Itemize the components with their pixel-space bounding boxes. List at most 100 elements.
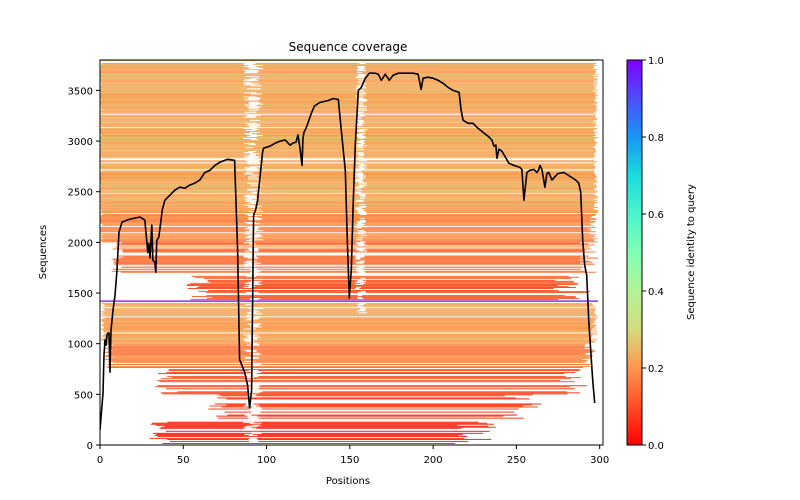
coverage-row [113, 261, 593, 263]
coverage-gap [360, 277, 366, 279]
coverage-row [100, 166, 596, 168]
coverage-row [118, 255, 589, 257]
coverage-gap [356, 199, 365, 201]
coverage-row [224, 411, 514, 413]
coverage-row [101, 92, 597, 94]
coverage-gap [246, 275, 257, 277]
x-axis-label: Positions [326, 476, 370, 487]
coverage-gap [250, 352, 260, 354]
coverage-gap [248, 230, 264, 232]
coverage-row [207, 289, 559, 291]
coverage-row [100, 199, 598, 201]
coverage-gap [244, 267, 256, 269]
coverage-gap [358, 79, 365, 81]
coverage-gap [245, 368, 256, 370]
coverage-row [212, 297, 577, 299]
coverage-row [100, 233, 591, 235]
y-axis-label: Sequences [38, 225, 49, 280]
coverage-row [198, 291, 591, 293]
coverage-row [100, 118, 598, 120]
coverage-gap [358, 193, 366, 195]
coverage-gap [246, 199, 258, 201]
coverage-gap [246, 106, 261, 108]
coverage-gap [357, 223, 362, 225]
coverage-row [100, 96, 596, 98]
coverage-gap [358, 292, 367, 294]
coverage-row [100, 85, 597, 87]
coverage-row [158, 373, 565, 375]
coverage-row [111, 270, 587, 272]
coverage-row [101, 99, 594, 101]
coverage-row [107, 363, 591, 365]
coverage-row [101, 65, 596, 67]
coverage-gap [250, 78, 260, 80]
coverage-gap [248, 388, 259, 390]
coverage-row [103, 309, 596, 311]
coverage-gap [244, 99, 259, 101]
coverage-row [207, 279, 555, 281]
coverage-row [104, 336, 592, 338]
coverage-row [100, 221, 596, 223]
coverage-row [100, 119, 594, 121]
coverage-gap [357, 181, 365, 183]
coverage-gap [355, 252, 362, 254]
coverage-row [100, 135, 594, 137]
coverage-gap [358, 274, 367, 276]
coverage-row [101, 78, 597, 80]
coverage-row [100, 103, 594, 105]
coverage-gap [355, 242, 365, 244]
coverage-gap [355, 112, 362, 114]
coverage-gap [358, 182, 367, 184]
coverage-gap [356, 97, 363, 99]
coverage-gap [250, 134, 263, 136]
coverage-row [100, 123, 596, 125]
coverage-gap [244, 426, 252, 428]
coverage-gap [355, 88, 361, 90]
coverage-gap [356, 122, 363, 124]
coverage-gap [357, 310, 366, 312]
coverage-gap [244, 155, 256, 157]
coverage-gap [355, 224, 365, 226]
coverage-row [100, 152, 595, 154]
coverage-row [100, 75, 594, 77]
coverage-row [100, 182, 595, 184]
coverage-gap [355, 180, 363, 182]
coverage-gap [245, 228, 259, 230]
coverage-row [112, 356, 589, 358]
colorbar-label: Sequence identity to query [686, 184, 697, 320]
coverage-row [107, 365, 591, 367]
coverage-row [100, 151, 596, 153]
coverage-row [100, 165, 596, 167]
coverage-row [102, 320, 595, 322]
coverage-gap [246, 115, 256, 117]
coverage-row [169, 440, 468, 442]
coverage-gap [250, 420, 259, 422]
coverage-gap [251, 269, 261, 271]
coverage-row [107, 360, 587, 362]
coverage-row [109, 346, 592, 348]
coverage-gap [247, 161, 260, 163]
coverage-row [100, 130, 594, 132]
coverage-gap [244, 233, 251, 235]
coverage-gap [246, 168, 259, 170]
coverage-gap [244, 247, 255, 249]
coverage-row [100, 217, 592, 219]
coverage-gap [359, 177, 366, 179]
coverage-row [100, 102, 598, 104]
coverage-gap [248, 151, 257, 153]
coverage-gap [244, 284, 255, 286]
coverage-row [102, 238, 598, 240]
coverage-gap [245, 425, 259, 427]
coverage-row [102, 214, 597, 216]
coverage-gap [356, 163, 364, 165]
coverage-gap [356, 221, 366, 223]
coverage-row [116, 244, 595, 246]
coverage-row [101, 124, 597, 126]
coverage-gap [359, 203, 366, 205]
coverage-gap [359, 128, 368, 130]
coverage-gap [244, 143, 255, 145]
coverage-gap [246, 376, 259, 378]
coverage-row [100, 145, 596, 147]
coverage-row [186, 284, 558, 286]
coverage-row [102, 234, 596, 236]
